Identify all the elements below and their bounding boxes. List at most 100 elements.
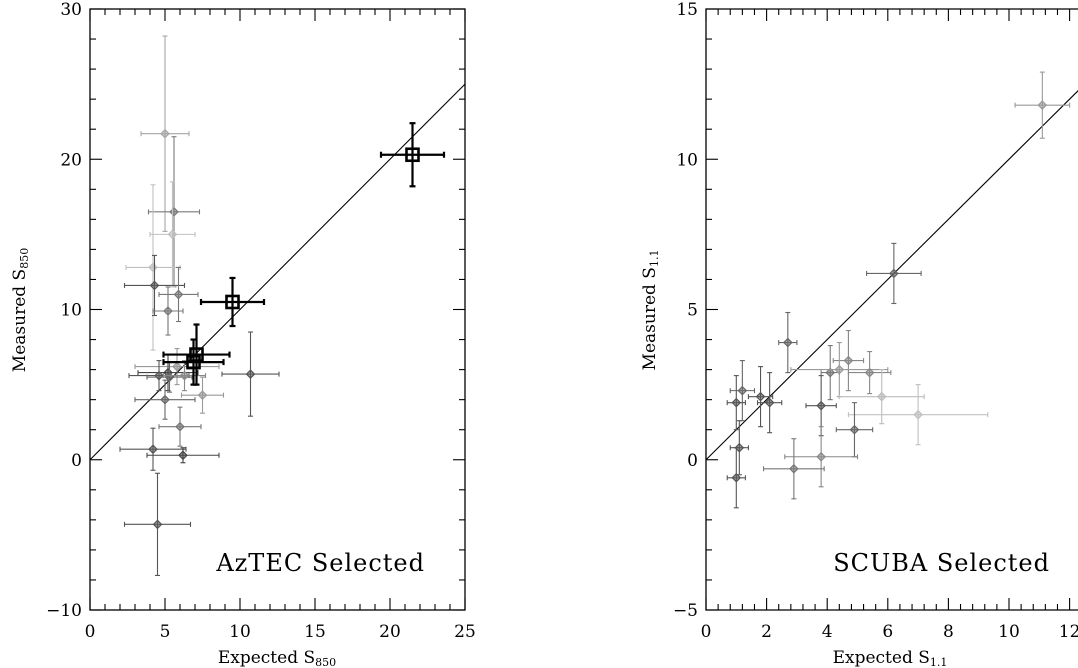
diamond-marker xyxy=(834,364,845,375)
diamond-marker xyxy=(734,442,745,453)
diamond-point xyxy=(847,351,892,395)
diamond-marker xyxy=(876,391,887,402)
diamond-marker xyxy=(782,337,793,348)
diamond-point xyxy=(726,447,746,509)
diamond-point xyxy=(158,266,199,323)
left-plot-frame xyxy=(89,8,466,611)
x-tick-label: 10 xyxy=(229,622,251,642)
diamond-marker xyxy=(160,128,170,139)
diamond-point xyxy=(756,372,783,434)
diamond-marker xyxy=(816,451,826,462)
diamond-point xyxy=(747,366,774,428)
diamond-point xyxy=(158,406,202,447)
left-annotation: AzTEC Selected xyxy=(215,549,425,577)
x-tick-label: 0 xyxy=(85,622,96,642)
square-marker xyxy=(189,347,204,362)
diamond-point xyxy=(162,360,207,392)
x-tick-label: 2 xyxy=(761,622,772,642)
diamond-point xyxy=(123,254,186,317)
x-tick-label: 8 xyxy=(943,622,954,642)
diamond-marker xyxy=(149,280,160,291)
diamond-point xyxy=(123,472,192,576)
diamond-marker xyxy=(737,385,748,396)
diamond-point xyxy=(838,369,925,425)
diamond-marker xyxy=(764,397,775,408)
y-tick-label: 30 xyxy=(60,0,82,20)
diamond-marker xyxy=(175,421,185,432)
diamond-point xyxy=(832,329,865,392)
diamond-marker xyxy=(173,289,184,300)
diamond-marker xyxy=(167,229,178,240)
diamond-marker xyxy=(731,397,742,408)
diamond-point xyxy=(763,438,825,500)
diamond-marker xyxy=(889,268,899,279)
square-point xyxy=(162,338,225,386)
diamond-point xyxy=(866,242,922,305)
diamond-marker xyxy=(197,390,208,400)
diamond-marker xyxy=(245,369,256,379)
x-tick-label: 12 xyxy=(1059,622,1078,642)
right-x-axis-title: Expected S1.1 xyxy=(833,648,948,668)
diamond-marker xyxy=(731,472,742,483)
square-point xyxy=(199,276,266,328)
diamond-marker xyxy=(913,409,923,420)
x-tick-label: 0 xyxy=(701,622,712,642)
diamond-marker xyxy=(178,450,188,461)
diamond-marker xyxy=(864,367,875,378)
diamond-marker xyxy=(179,370,190,381)
diamond-marker xyxy=(825,367,836,378)
diamond-point xyxy=(778,311,798,374)
diamond-marker xyxy=(755,391,766,402)
square-marker xyxy=(405,147,420,163)
diamond-marker xyxy=(148,262,158,273)
right-annotation: SCUBA Selected xyxy=(833,549,1050,577)
x-tick-label: 6 xyxy=(882,622,893,642)
left-major-ticks xyxy=(89,8,466,611)
diamond-point xyxy=(134,379,196,420)
left-minor-ticks xyxy=(90,9,465,610)
diamond-marker xyxy=(849,424,860,435)
y-tick-label: −10 xyxy=(46,601,82,621)
y-tick-label: 5 xyxy=(687,301,698,321)
diamond-point xyxy=(729,360,756,422)
diamond-point xyxy=(152,286,184,336)
diamond-point xyxy=(784,426,859,488)
right-y-axis-title: Measured S1.1 xyxy=(640,250,661,371)
diamond-point xyxy=(726,375,746,431)
diamond-marker xyxy=(789,463,799,474)
diamond-marker xyxy=(843,355,854,366)
left-data-points xyxy=(119,35,446,576)
x-tick-label: 5 xyxy=(160,622,171,642)
diamond-point xyxy=(805,375,837,437)
x-tick-label: 20 xyxy=(379,622,401,642)
left-one-to-one-line xyxy=(90,83,465,461)
right-one-to-one-line xyxy=(706,90,1078,461)
diamond-point xyxy=(835,402,874,458)
diamond-point xyxy=(1014,71,1071,139)
diamond-point xyxy=(146,447,220,464)
right-major-ticks xyxy=(705,8,1071,611)
x-tick-label: 15 xyxy=(304,622,326,642)
diamond-point xyxy=(820,345,840,401)
diamond-point xyxy=(729,420,749,476)
diamond-point xyxy=(847,384,989,446)
diamond-point xyxy=(790,342,889,398)
right-data-points xyxy=(726,71,1071,509)
diamond-point xyxy=(119,427,187,471)
diamond-marker xyxy=(172,361,182,372)
left-x-axis-title: Expected S850 xyxy=(218,648,336,668)
y-tick-label: −5 xyxy=(673,601,698,621)
diamond-marker xyxy=(148,444,158,455)
diamond-point xyxy=(180,376,225,414)
y-tick-label: 10 xyxy=(676,150,698,170)
diamond-marker xyxy=(152,519,163,530)
diamond-point xyxy=(146,361,193,393)
x-tick-label: 10 xyxy=(998,622,1020,642)
right-plot-frame xyxy=(705,8,1078,611)
diamond-marker xyxy=(1037,100,1048,111)
diamond-point xyxy=(140,35,190,232)
diamond-point xyxy=(221,331,280,417)
